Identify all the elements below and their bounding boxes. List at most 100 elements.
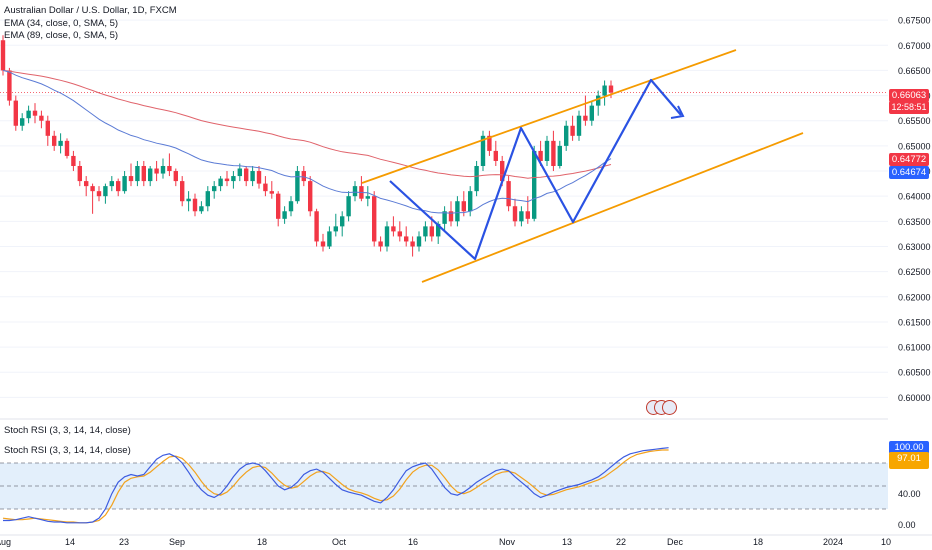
ema34-legend: EMA (34, close, 0, SMA, 5) — [4, 18, 119, 29]
candle — [269, 191, 274, 194]
price-tick-label: 0.65500 — [898, 116, 931, 126]
stoch-d-badge: 97.01 — [889, 452, 929, 465]
price-tick-label: 0.61000 — [898, 343, 931, 353]
zigzag-pattern — [389, 78, 682, 261]
drawings — [361, 49, 804, 283]
price-tick-label: 0.61500 — [898, 317, 931, 327]
candle — [397, 231, 402, 237]
price-tick-label: 0.62500 — [898, 267, 931, 277]
candle — [116, 181, 121, 192]
candle — [0, 40, 6, 71]
stoch-k-badge: 100.00 — [889, 441, 929, 454]
candle — [455, 201, 460, 222]
price-tick-label: 0.65000 — [898, 141, 931, 151]
stoch-k-line — [3, 447, 669, 524]
time-tick-label: 2024 — [823, 537, 843, 547]
candle — [218, 178, 223, 187]
candle — [39, 115, 44, 121]
time-tick-label: Oct — [332, 537, 347, 547]
price-tick-label: 0.60500 — [898, 368, 931, 378]
candle — [564, 125, 569, 146]
candle — [58, 140, 63, 146]
candle — [448, 211, 454, 222]
candle — [512, 206, 518, 222]
candle — [237, 168, 242, 177]
time-tick-label: 16 — [408, 537, 418, 547]
candle — [45, 120, 50, 136]
candle — [308, 181, 313, 212]
ema-lines — [2, 69, 612, 214]
candle — [429, 226, 434, 237]
time-tick-label: 22 — [616, 537, 626, 547]
ema89-legend: EMA (89, close, 0, SMA, 5) — [4, 30, 119, 41]
candle — [544, 140, 550, 161]
time-tick-label: 14 — [65, 537, 75, 547]
stoch-tick-label: 40.00 — [898, 489, 921, 499]
candle — [244, 168, 249, 182]
candle — [109, 181, 114, 187]
event-icons[interactable] — [646, 400, 682, 415]
candle — [135, 166, 140, 182]
candle — [436, 223, 441, 237]
candle — [231, 176, 236, 182]
candle — [525, 211, 530, 219]
time-tick-label: Nov — [499, 537, 516, 547]
candle — [493, 150, 498, 161]
candle — [128, 176, 134, 182]
candle — [173, 171, 178, 182]
price-tick-label: 0.67000 — [898, 41, 931, 51]
price-grid — [0, 19, 888, 398]
candle — [71, 155, 76, 166]
current-price-badge: 0.66063 — [889, 89, 929, 102]
candle — [500, 160, 505, 182]
price-tick-label: 0.67500 — [898, 16, 931, 26]
chart-title: Australian Dollar / U.S. Dollar, 1D, FXC… — [4, 5, 177, 16]
candle — [532, 150, 537, 219]
candle — [576, 115, 582, 136]
candle — [423, 226, 428, 237]
candle — [602, 85, 607, 96]
candle — [141, 166, 146, 182]
candle — [346, 196, 351, 217]
candle — [192, 198, 198, 212]
candle — [378, 241, 383, 247]
candle — [608, 85, 614, 93]
candle — [474, 166, 479, 192]
stoch-legend-2: Stoch RSI (3, 3, 14, 14, close) — [4, 445, 131, 456]
candle — [256, 171, 262, 184]
candle — [84, 181, 89, 187]
candle — [64, 140, 70, 156]
candle — [205, 191, 210, 207]
candle — [583, 115, 588, 121]
candle — [154, 168, 159, 174]
candle — [551, 140, 556, 166]
candle — [160, 166, 166, 174]
flag-icon[interactable] — [662, 400, 677, 415]
candle — [519, 211, 524, 222]
ema89-badge: 0.64772 — [889, 153, 929, 166]
candle — [340, 216, 345, 227]
candle — [506, 181, 511, 207]
arrow-head — [670, 105, 685, 119]
price-tick-label: 0.63500 — [898, 217, 931, 227]
ema34-line — [2, 69, 612, 214]
candle — [589, 105, 594, 121]
candle — [199, 206, 204, 212]
candle — [461, 201, 466, 212]
candle — [404, 236, 409, 242]
candle — [148, 168, 153, 182]
candle — [276, 193, 281, 219]
candle — [288, 201, 294, 212]
candle — [442, 211, 447, 224]
price-axis: 0.675000.670000.665000.660000.655000.650… — [898, 16, 931, 403]
candle — [180, 181, 185, 202]
candle — [468, 191, 473, 212]
candle — [301, 171, 306, 182]
candle — [7, 70, 12, 101]
candle — [96, 191, 102, 197]
candle — [263, 183, 268, 192]
price-tick-label: 0.60000 — [898, 393, 931, 403]
stoch-d-line — [2, 449, 669, 524]
time-axis: Aug 14 23 Sep 18 Oct 16 Nov 13 22 Dec 18 2024 10 — [0, 534, 932, 547]
price-candles — [0, 35, 614, 257]
